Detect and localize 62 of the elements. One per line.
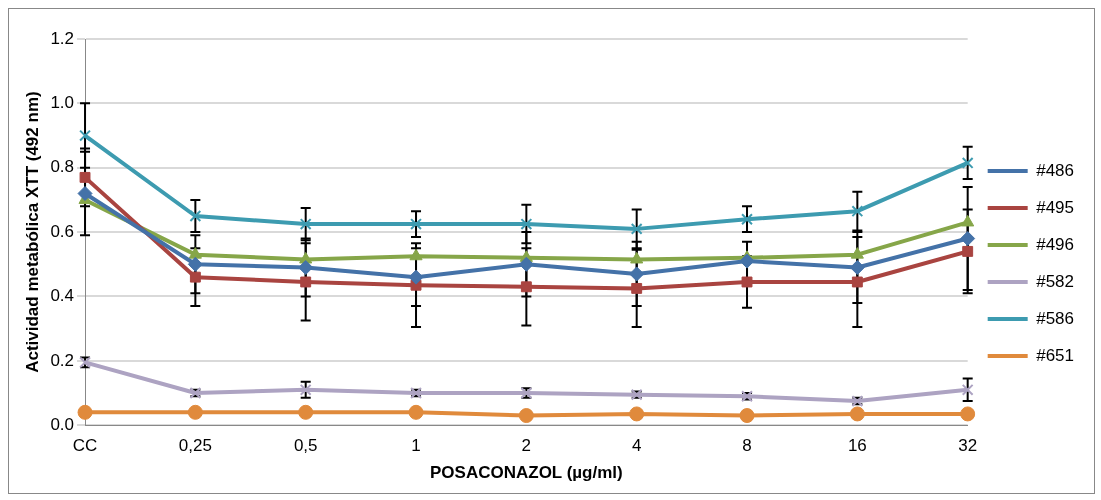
point	[739, 408, 755, 424]
y-tick-label: 1.2	[50, 28, 75, 48]
point	[410, 218, 422, 230]
point	[520, 281, 532, 293]
point	[189, 271, 201, 283]
point	[631, 282, 643, 294]
point	[189, 210, 202, 222]
point	[850, 247, 864, 259]
point	[629, 406, 645, 422]
point	[741, 276, 753, 288]
legend-label: #651	[1036, 345, 1075, 365]
x-tick-label: 16	[847, 436, 867, 456]
x-tick-label: 0,5	[293, 436, 318, 456]
point	[409, 248, 423, 261]
legend-label: #495	[1036, 197, 1075, 217]
legend-label: #586	[1036, 308, 1075, 328]
x-tick-label: 1	[411, 436, 421, 456]
x-tick-label: 2	[521, 436, 532, 456]
y-tick-label: 1.0	[50, 93, 75, 113]
point	[851, 205, 864, 218]
x-tick-label: 8	[742, 436, 752, 456]
point	[408, 404, 424, 420]
point	[188, 247, 202, 259]
point	[77, 404, 93, 420]
point	[298, 260, 314, 275]
point	[961, 383, 974, 396]
y-tick-label: 0.6	[50, 221, 75, 241]
point	[849, 260, 865, 275]
point	[300, 276, 312, 288]
y-tick-label: 0.0	[50, 414, 75, 434]
x-tick-label: CC	[72, 436, 98, 456]
legend-label: #496	[1036, 234, 1075, 254]
point	[518, 256, 534, 272]
point	[961, 156, 974, 169]
point	[408, 269, 424, 285]
legend-label: #582	[1036, 271, 1075, 291]
y-tick-label: 0.4	[50, 286, 75, 306]
y-tick-label: 0.2	[50, 350, 75, 370]
point	[187, 404, 203, 420]
point	[629, 266, 645, 282]
x-axis-title: POSACONAZOL (µg/ml)	[430, 463, 623, 483]
point	[960, 231, 976, 247]
legend-label: #486	[1036, 160, 1075, 180]
point	[961, 214, 975, 227]
y-axis-title: Actividad metabólica XTT (492 nm)	[22, 91, 42, 373]
y-tick-label: 0.8	[50, 157, 75, 177]
x-tick-label: 0,25	[178, 436, 212, 456]
point	[298, 404, 314, 420]
point	[518, 408, 534, 424]
point	[960, 406, 976, 422]
point	[851, 276, 863, 288]
point	[630, 222, 643, 235]
point	[849, 406, 865, 422]
x-tick-label: 32	[958, 436, 978, 456]
point	[630, 251, 644, 264]
x-tick-label: 4	[631, 436, 642, 456]
point	[520, 218, 533, 230]
point	[299, 218, 312, 230]
point	[739, 253, 755, 269]
point	[741, 213, 753, 226]
point	[962, 245, 974, 257]
point	[187, 256, 203, 272]
